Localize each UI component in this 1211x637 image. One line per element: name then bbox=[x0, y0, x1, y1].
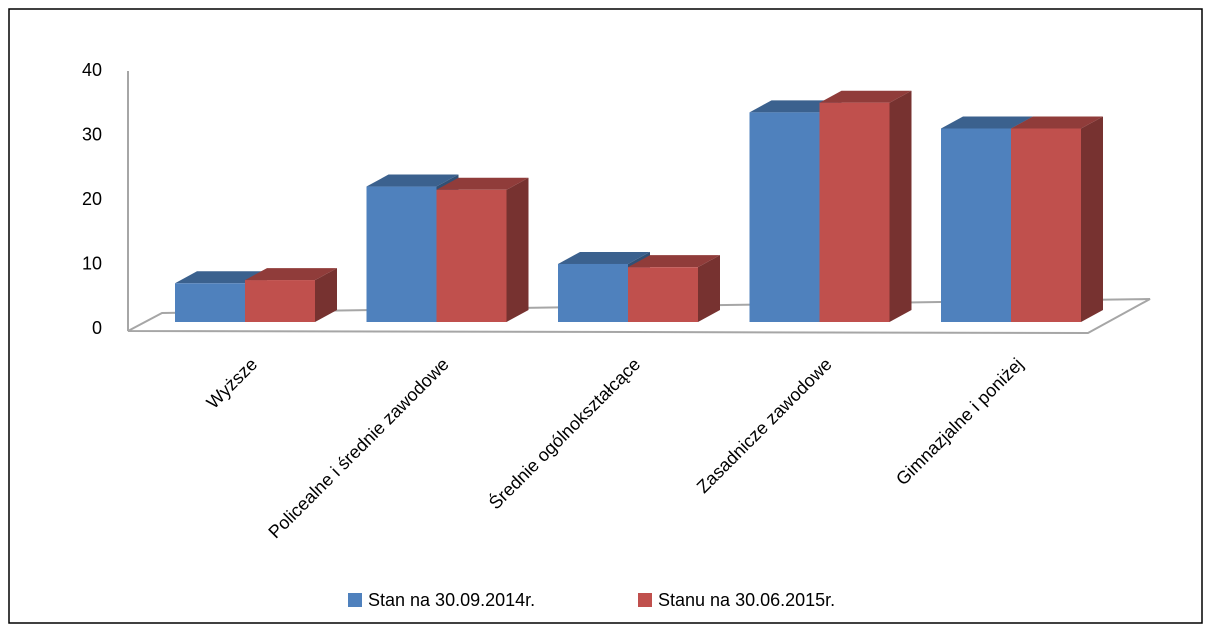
bar-top bbox=[1011, 116, 1103, 129]
bar-front bbox=[245, 280, 315, 322]
y-tick-label: 30 bbox=[82, 124, 102, 144]
legend-swatch bbox=[348, 593, 362, 607]
y-tick-label: 20 bbox=[82, 189, 102, 209]
legend-label: Stanu na 30.06.2015r. bbox=[658, 590, 835, 610]
bar-top bbox=[819, 90, 912, 103]
legend-label: Stan na 30.09.2014r. bbox=[368, 590, 535, 610]
bar bbox=[436, 177, 529, 322]
bar-top bbox=[749, 100, 842, 113]
bar-side bbox=[698, 255, 720, 322]
y-tick-label: 40 bbox=[82, 60, 102, 80]
bar-side bbox=[315, 268, 337, 322]
bar-front bbox=[175, 283, 245, 322]
y-tick-label: 0 bbox=[92, 318, 102, 338]
y-tick-label: 10 bbox=[82, 253, 102, 273]
bar-front bbox=[628, 267, 698, 322]
bar-side bbox=[1081, 116, 1103, 322]
bar bbox=[819, 90, 912, 322]
legend-swatch bbox=[638, 593, 652, 607]
bar-side bbox=[889, 90, 912, 322]
bar-top bbox=[366, 174, 459, 187]
bar-top bbox=[558, 251, 650, 264]
bar-front bbox=[1011, 128, 1081, 322]
bar-front bbox=[436, 189, 507, 322]
bar-front bbox=[366, 186, 437, 322]
bar-front bbox=[819, 102, 890, 322]
bar bbox=[1011, 116, 1103, 322]
bar bbox=[628, 255, 720, 322]
bar-side bbox=[506, 177, 529, 322]
bar bbox=[245, 268, 337, 322]
bar-top bbox=[175, 271, 267, 284]
bar-top bbox=[245, 268, 337, 281]
bar-top bbox=[941, 116, 1033, 129]
bar-front bbox=[941, 128, 1011, 322]
bar-front bbox=[749, 112, 820, 322]
bar-top bbox=[628, 255, 720, 268]
bar-top bbox=[436, 177, 529, 190]
bar-front bbox=[558, 263, 628, 322]
